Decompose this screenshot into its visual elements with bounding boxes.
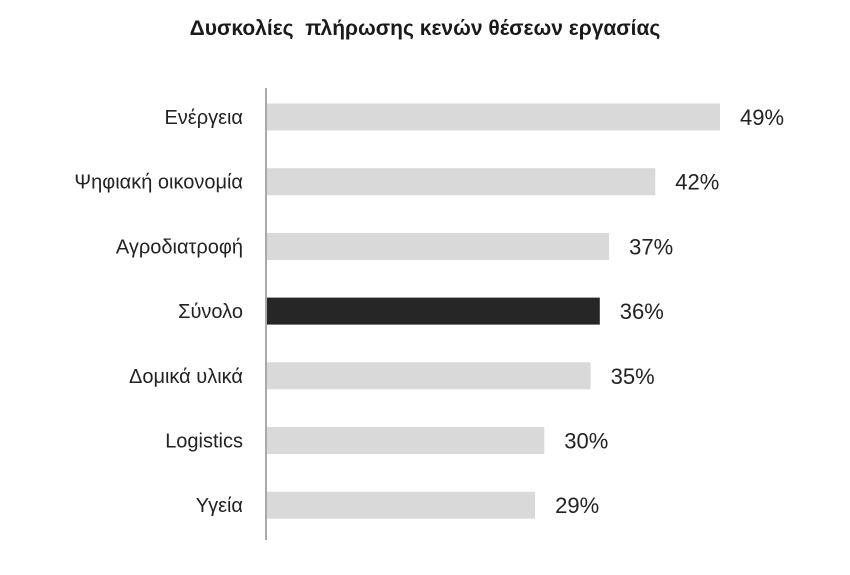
bar-1	[267, 168, 656, 196]
bar-4	[267, 362, 591, 390]
category-label-1: Ψηφιακή οικονομία	[74, 172, 243, 194]
bar-5	[267, 427, 545, 454]
value-label-4: 35%	[611, 364, 655, 389]
category-label-3: Σύνολο	[178, 301, 243, 323]
bar-2	[267, 232, 610, 260]
category-label-6: Υγεία	[196, 495, 243, 517]
bar-0	[267, 103, 720, 131]
value-label-5: 30%	[564, 429, 608, 454]
bar-6	[267, 491, 536, 519]
chart-title: Δυσκολίες πλήρωσης κενών θέσεων εργασίας	[190, 17, 661, 40]
category-label-0: Ενέργεια	[164, 107, 243, 129]
bar-3	[267, 297, 600, 325]
category-label-2: Αγροδιατροφή	[116, 236, 243, 258]
value-label-6: 29%	[555, 493, 599, 518]
value-label-0: 49%	[740, 105, 784, 130]
category-label-4: Δομικά υλικά	[129, 366, 243, 388]
value-label-2: 37%	[629, 234, 673, 259]
value-label-3: 36%	[620, 299, 664, 324]
value-label-1: 42%	[675, 170, 719, 195]
bars-layer: Ενέργεια 49% Ψηφιακή οικονομία 42% Αγροδιατρ…	[74, 103, 784, 519]
category-label-5: Logistics	[165, 431, 243, 453]
